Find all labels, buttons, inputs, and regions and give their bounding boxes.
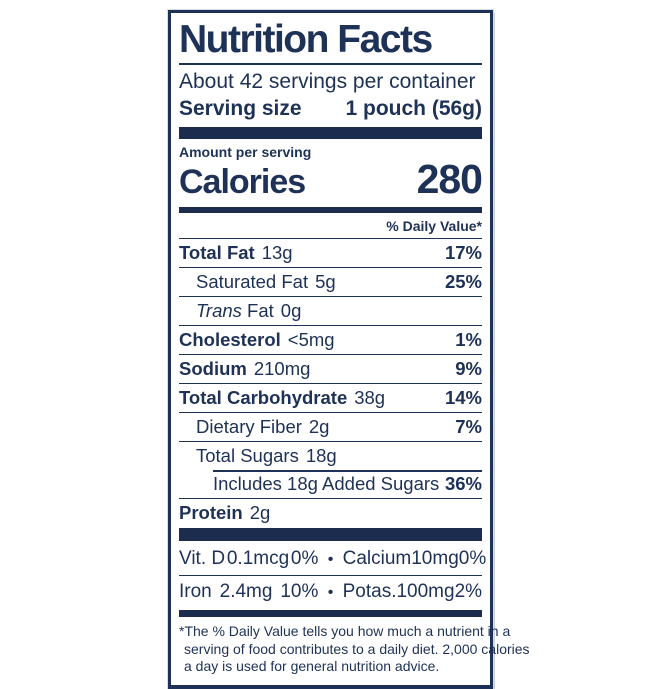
micronutrient-row: Vit. D 0.1mcg 0% • Calcium 10mg 0% xyxy=(179,543,486,575)
nutrient-name: Total Sugars xyxy=(196,445,299,467)
nutrient-name: Trans Fat xyxy=(196,300,274,322)
footnote-line: *The % Daily Value tells you how much a … xyxy=(179,623,511,640)
bullet-separator: • xyxy=(327,584,334,602)
nutrient-daily-value: 17% xyxy=(444,242,482,264)
nutrient-daily-value: 36% xyxy=(444,473,482,495)
nutrient-name-amount: Saturated Fat 5g xyxy=(196,272,336,292)
nutrient-amount: 13g xyxy=(261,242,293,264)
nutrient-name: Protein xyxy=(179,502,243,524)
micronutrient-dv: 0% xyxy=(458,548,487,570)
serving-size-row: Serving size 1 pouch (56g) xyxy=(179,95,482,125)
nutrient-amount: <5mg xyxy=(287,329,335,351)
footnote-line: serving of food contributes to a daily d… xyxy=(184,640,530,657)
nutrient-amount: 38g xyxy=(354,387,386,409)
micronutrient-amount: 10mg xyxy=(411,548,459,570)
nutrient-row: Saturated Fat 5g 25% xyxy=(179,267,482,296)
micronutrient-name: Potas. xyxy=(342,581,397,603)
nutrient-table: Total Fat 13g 17% Saturated Fat 5g 25% Trans F… xyxy=(179,238,482,527)
micronutrient-amount: 0.1mcg xyxy=(226,548,290,570)
micronutrient-left: Iron 2.4mg 10% xyxy=(179,581,318,602)
page-background: { "colors": { "navy": "#1e3156", "bar": … xyxy=(168,10,530,689)
separator-bar-thick xyxy=(179,127,482,140)
nutrient-name: Includes 18g Added Sugars xyxy=(213,473,440,495)
nutrient-row: Includes 18g Added Sugars 36% xyxy=(179,470,482,498)
nutrient-daily-value: 14% xyxy=(444,387,482,409)
micronutrient-name: Iron xyxy=(179,581,212,603)
footnote: *The % Daily Value tells you how much a … xyxy=(179,621,530,678)
micronutrient-table: Vit. D 0.1mcg 0% • Calcium 10mg 0% Iron 2.4mg 10%… xyxy=(179,543,486,608)
nutrient-daily-value: 9% xyxy=(455,358,482,380)
nutrient-amount: 2g xyxy=(249,502,271,524)
micronutrient-dv: 10% xyxy=(280,581,319,603)
nutrient-name: Total Fat xyxy=(179,242,255,264)
nutrient-name-amount: Trans Fat 0g xyxy=(196,301,301,321)
nutrient-row: Trans Fat 0g xyxy=(179,296,482,325)
nutrient-name-amount: Includes 18g Added Sugars xyxy=(213,474,439,494)
nutrient-row: Total Carbohydrate 38g 14% xyxy=(179,383,482,412)
servings-per-container: About 42 servings per container xyxy=(179,70,476,94)
amount-per-serving-label: Amount per serving xyxy=(179,144,312,161)
calories-value: 280 xyxy=(416,156,483,203)
nutrient-name-amount: Total Sugars 18g xyxy=(196,446,337,466)
serving-size-label: Serving size xyxy=(179,97,302,121)
micronutrient-right: Calcium 10mg 0% xyxy=(343,548,487,569)
calories-label: Calories xyxy=(179,163,306,202)
nutrient-amount: 210mg xyxy=(253,358,311,380)
calories-row: Calories 280 xyxy=(179,156,483,205)
micronutrient-amount: 2.4mg xyxy=(219,581,273,603)
nutrient-row: Cholesterol <5mg 1% xyxy=(179,325,482,354)
micronutrient-right: Potas. 100mg 2% xyxy=(343,581,482,602)
nutrient-name: Saturated Fat xyxy=(196,271,309,293)
nutrient-row: Total Fat 13g 17% xyxy=(179,238,482,267)
nutrient-name: Cholesterol xyxy=(179,329,281,351)
nutrient-daily-value: 7% xyxy=(455,416,482,438)
nutrient-name: Dietary Fiber xyxy=(196,416,302,438)
micronutrient-dv: 0% xyxy=(290,548,319,570)
nutrient-row: Sodium 210mg 9% xyxy=(179,354,482,383)
daily-value-header: % Daily Value* xyxy=(386,218,482,235)
separator-bar-final xyxy=(179,610,482,618)
nutrient-name-amount: Protein 2g xyxy=(179,503,270,523)
separator-bar-medium xyxy=(179,207,482,214)
nutrient-row: Total Sugars 18g xyxy=(179,441,482,470)
nutrition-facts-label: Nutrition Facts About 42 servings per co… xyxy=(168,10,530,689)
nutrient-name-amount: Sodium 210mg xyxy=(179,359,310,379)
serving-size-value: 1 pouch (56g) xyxy=(345,97,482,121)
title-divider xyxy=(179,63,482,66)
micronutrient-amount: 100mg xyxy=(396,581,455,603)
micronutrient-name: Vit. D xyxy=(179,548,226,570)
nutrient-name: Sodium xyxy=(179,358,247,380)
footnote-line: a day is used for general nutrition advi… xyxy=(184,658,440,675)
nutrient-amount: 18g xyxy=(305,445,337,467)
separator-bar-thick-2 xyxy=(179,528,482,542)
nutrient-amount: 2g xyxy=(308,416,330,438)
nutrient-name-amount: Total Carbohydrate 38g xyxy=(179,388,385,408)
nutrient-amount: 5g xyxy=(315,271,336,293)
nutrient-daily-value: 25% xyxy=(444,271,482,293)
nutrient-daily-value: 1% xyxy=(455,329,482,351)
nutrient-name: Total Carbohydrate xyxy=(179,387,348,409)
nutrient-row: Dietary Fiber 2g 7% xyxy=(179,412,482,441)
bullet-separator: • xyxy=(327,551,334,569)
micronutrient-dv: 2% xyxy=(454,581,483,603)
label-title: Nutrition Facts xyxy=(179,18,433,61)
nutrient-name-amount: Total Fat 13g xyxy=(179,243,293,263)
nutrient-row: Protein 2g xyxy=(179,498,482,527)
micronutrient-row: Iron 2.4mg 10% • Potas. 100mg 2% xyxy=(179,575,482,608)
nutrient-name-amount: Cholesterol <5mg xyxy=(179,330,335,350)
nutrient-amount: 0g xyxy=(280,300,302,322)
nutrient-name-amount: Dietary Fiber 2g xyxy=(196,417,329,437)
micronutrient-left: Vit. D 0.1mcg 0% xyxy=(179,548,318,569)
nutrient-name-italic: Trans xyxy=(196,300,242,322)
micronutrient-name: Calcium xyxy=(342,548,412,570)
